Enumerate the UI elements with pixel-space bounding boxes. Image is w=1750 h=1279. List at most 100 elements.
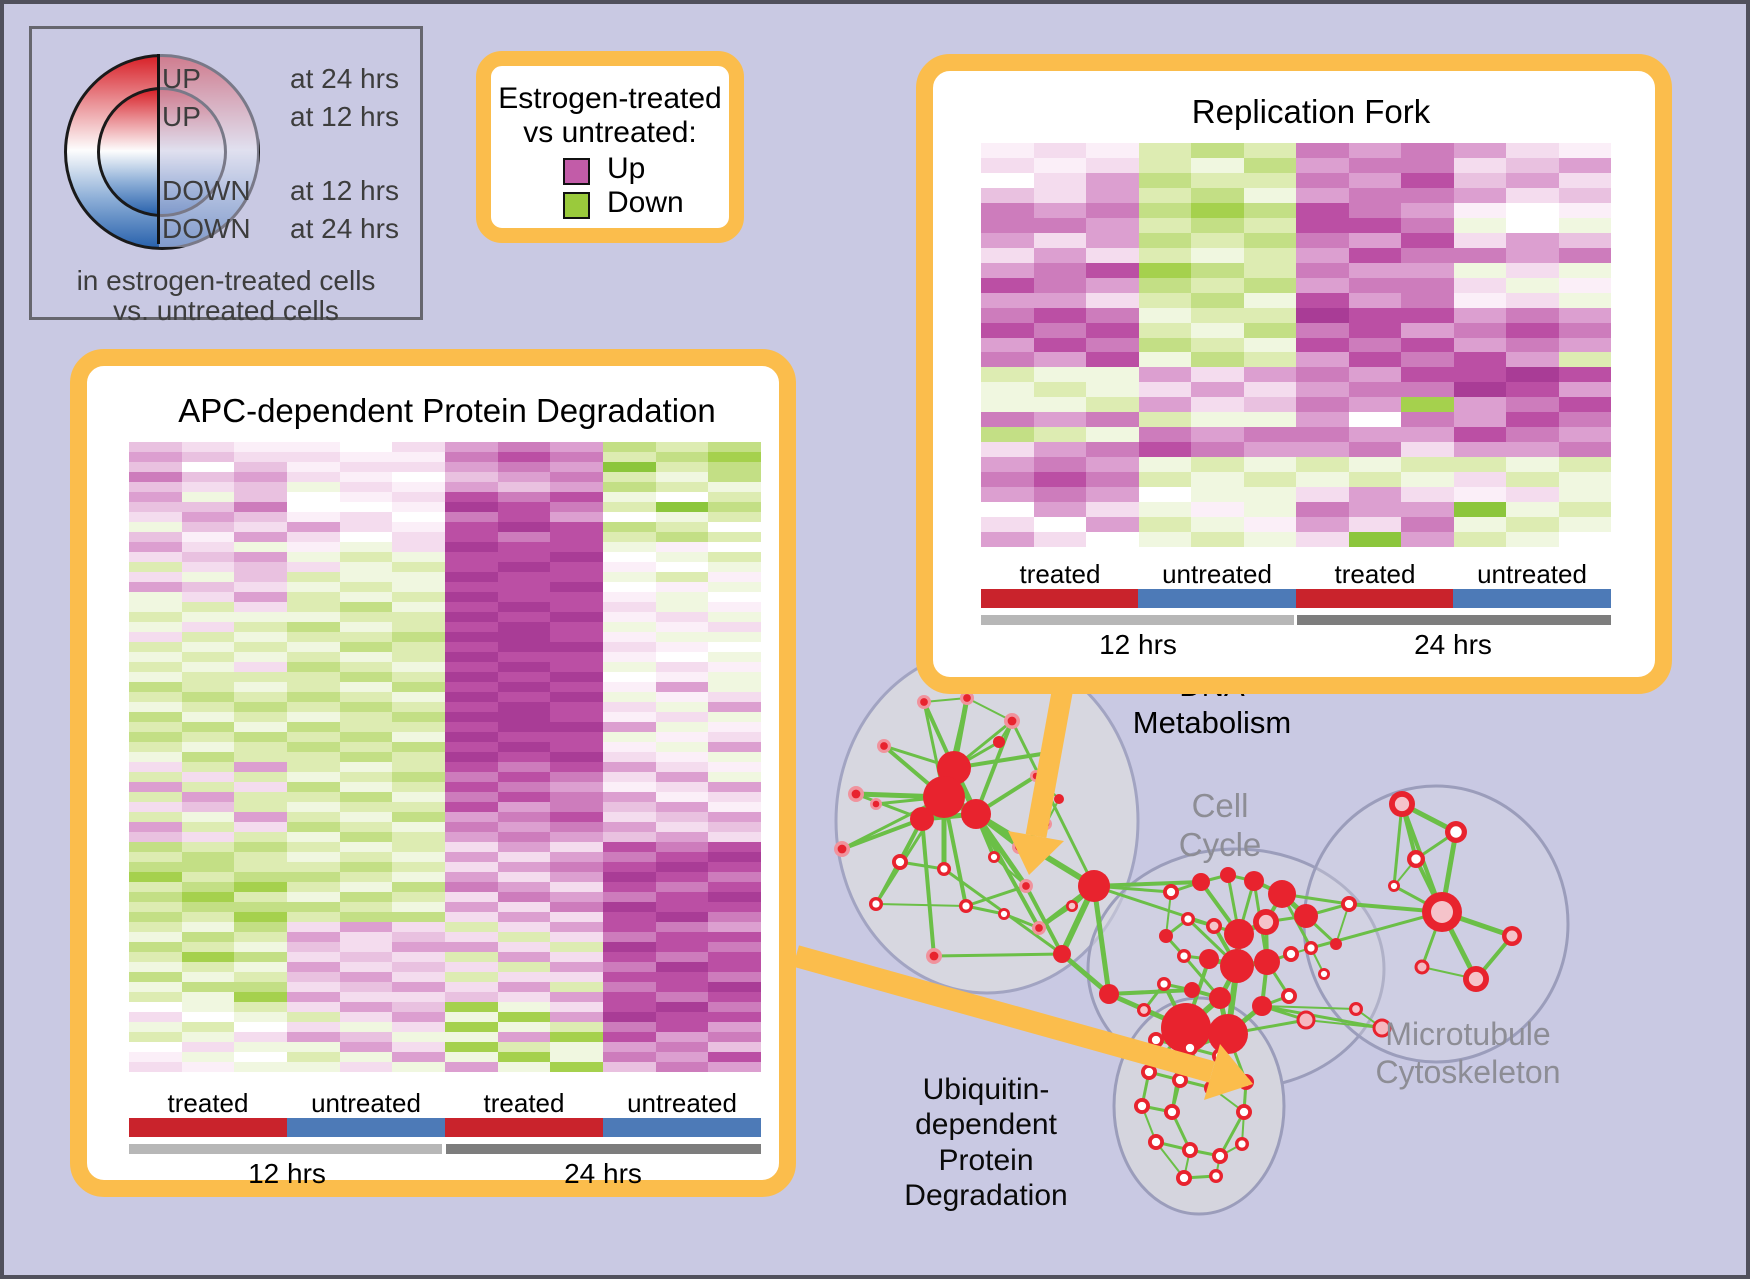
heatmap-cell xyxy=(603,832,656,842)
heatmap-cell xyxy=(445,752,498,762)
heatmap-cell xyxy=(1453,337,1506,353)
heatmap-cell xyxy=(708,1052,761,1062)
network-node-solid xyxy=(1268,880,1296,908)
heatmap-cell xyxy=(181,852,235,862)
heatmap-cell xyxy=(392,622,445,632)
heatmap-cell xyxy=(445,592,498,602)
heatmap-cell xyxy=(1191,232,1244,248)
heatmap-cell xyxy=(497,762,551,772)
heatmap-cell xyxy=(1033,382,1086,398)
heatmap-cell xyxy=(1506,487,1559,503)
heatmap-cell xyxy=(445,932,498,942)
heatmap-cell xyxy=(234,502,287,512)
heatmap-cell xyxy=(392,562,445,572)
heatmap-cell xyxy=(550,752,603,762)
heatmap-cell xyxy=(339,782,393,792)
heatmap-cell xyxy=(1558,427,1611,443)
heatmap-cell xyxy=(1296,277,1349,293)
heatmap-cell xyxy=(392,812,445,822)
heatmap-cell xyxy=(1138,247,1191,263)
heatmap-cell xyxy=(1243,337,1296,353)
network-node-ring-center xyxy=(962,902,970,910)
heatmap-cell xyxy=(981,502,1034,518)
heatmap-cell xyxy=(655,792,709,802)
heatmap-cell xyxy=(550,782,603,792)
heatmap-cell xyxy=(1296,307,1349,323)
heatmap-cell xyxy=(1296,502,1349,518)
network-node-solid xyxy=(1220,949,1254,983)
heatmap-cell xyxy=(981,472,1034,488)
heatmap-cell xyxy=(1086,427,1139,443)
heatmap-cell xyxy=(708,1062,761,1072)
network-node-ring-center xyxy=(1450,826,1462,838)
heatmap-cell xyxy=(339,802,393,812)
heatmap-cell xyxy=(445,642,498,652)
network-node-ring-center xyxy=(1151,1035,1161,1045)
heatmap-cell xyxy=(1348,202,1401,218)
updown-title-line1: Estrogen-treated xyxy=(498,82,722,115)
heatmap-cell xyxy=(550,562,603,572)
heatmap-cell xyxy=(550,722,603,732)
heatmap-cell xyxy=(708,1012,761,1022)
heatmap-cell xyxy=(1296,412,1349,428)
heatmap-cell xyxy=(497,452,551,462)
heatmap-cell xyxy=(708,642,761,652)
heatmap-cell xyxy=(550,582,603,592)
heatmap-cell xyxy=(1558,172,1611,188)
heatmap-cell xyxy=(181,692,235,702)
heatmap-cell xyxy=(603,912,656,922)
network-node-ring-center xyxy=(1137,1101,1147,1111)
heatmap-cell xyxy=(129,652,182,662)
network-edge xyxy=(1261,1004,1383,1030)
legend-time-24b: at 24 hrs xyxy=(290,213,399,244)
heatmap-cell xyxy=(708,472,761,482)
heatmap-cell xyxy=(287,992,340,1002)
network-node-ring-center xyxy=(1151,1137,1161,1147)
heatmap-cell xyxy=(129,942,182,952)
heatmap-cell xyxy=(1138,202,1191,218)
heatmap-cell xyxy=(339,1002,393,1012)
heatmap-cell xyxy=(1453,232,1506,248)
heatmap-cell xyxy=(1191,187,1244,203)
heatmap-cell xyxy=(497,1012,551,1022)
heatmap-cell xyxy=(497,462,551,472)
network-node-pink-center xyxy=(1506,930,1518,942)
heatmap-cell xyxy=(1138,262,1191,278)
heatmap-cell xyxy=(392,482,445,492)
heatmap-cell xyxy=(1296,487,1349,503)
heatmap-cell xyxy=(129,852,182,862)
rf-bar-treated-12 xyxy=(981,589,1138,608)
heatmap-cell xyxy=(1401,397,1454,413)
heatmap-cell xyxy=(1243,292,1296,308)
network-node-solid xyxy=(923,776,965,818)
heatmap-cell xyxy=(981,187,1034,203)
heatmap-cell xyxy=(603,462,656,472)
heatmap-cell xyxy=(550,672,603,682)
heatmap-cell xyxy=(497,872,551,882)
heatmap-cell xyxy=(339,642,393,652)
heatmap-cell xyxy=(1453,367,1506,383)
heatmap-cell xyxy=(181,562,235,572)
heatmap-cell xyxy=(129,512,182,522)
network-node-solid xyxy=(1224,919,1254,949)
heatmap-cell xyxy=(392,982,445,992)
heatmap-cell xyxy=(1348,232,1401,248)
heatmap-cell xyxy=(181,942,235,952)
heatmap-cell xyxy=(708,882,761,892)
heatmap-cell xyxy=(234,512,287,522)
heatmap-cell xyxy=(1033,277,1086,293)
heatmap-cell xyxy=(287,522,340,532)
heatmap-cell xyxy=(339,1042,393,1052)
heatmap-cell xyxy=(550,1032,603,1042)
heatmap-cell xyxy=(181,472,235,482)
network-node-ring-center xyxy=(1238,1140,1246,1148)
heatmap-cell xyxy=(339,492,393,502)
heatmap-cell xyxy=(550,1062,603,1072)
heatmap-cell xyxy=(445,722,498,732)
heatmap-cell xyxy=(1506,532,1559,547)
heatmap-cell xyxy=(234,1052,287,1062)
heatmap-cell xyxy=(497,1052,551,1062)
heatmap-cell xyxy=(497,442,551,452)
heatmap-cell xyxy=(1191,427,1244,443)
network-node-solid xyxy=(1099,984,1119,1004)
